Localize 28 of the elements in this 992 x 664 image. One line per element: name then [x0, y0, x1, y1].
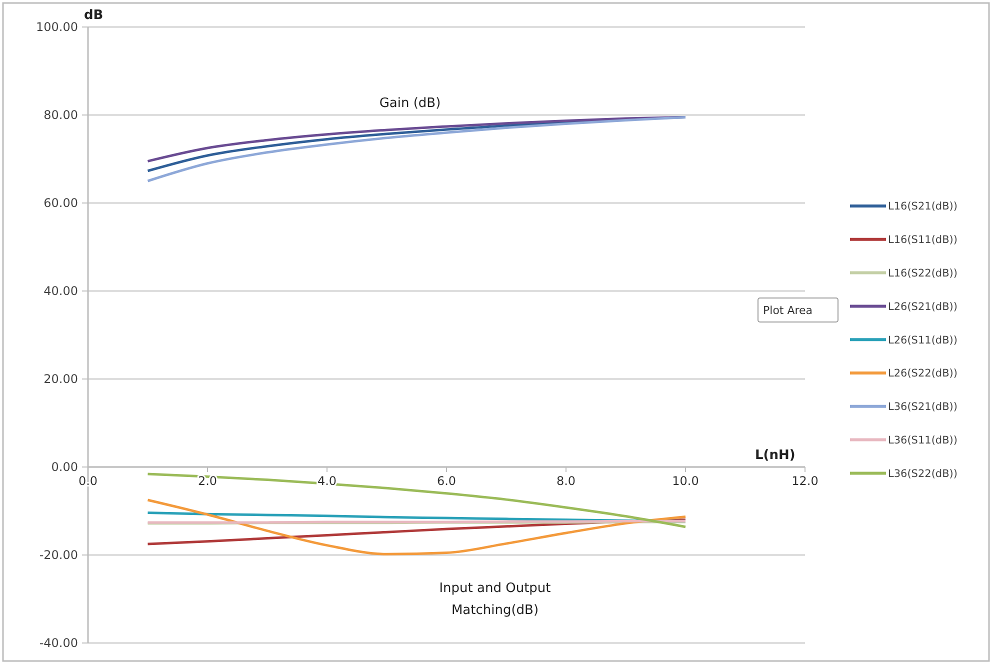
y-tick-label: 60.00 [44, 196, 78, 210]
legend-label: L26(S22(dB)) [888, 368, 958, 380]
y-tick-label: -40.00 [39, 636, 78, 650]
x-tick-label: 10.0 [672, 474, 699, 488]
y-axis-title: dB [84, 8, 104, 23]
y-tick-label: 80.00 [44, 108, 78, 122]
x-tick-label: 2.0 [198, 474, 218, 488]
legend-label: L26(S21(dB)) [888, 300, 958, 313]
legend-label: L26(S11(dB)) [888, 334, 958, 346]
legend-label: L36(S22(dB)) [888, 468, 958, 480]
annotation: Gain (dB) [379, 96, 441, 111]
y-tick-label: -20.00 [39, 548, 78, 562]
x-tick-label: 12.0 [792, 474, 818, 488]
legend-label: L36(S21(dB)) [888, 401, 958, 414]
x-tick-label: 0.0 [78, 474, 98, 488]
annotation: Input and Output Matching(dB) [439, 581, 551, 618]
legend-label: L16(S22(dB)) [888, 267, 958, 280]
y-tick-label: 40.00 [44, 284, 78, 298]
y-tick-label: 20.00 [44, 372, 78, 386]
x-tick-label: 8.0 [556, 474, 576, 488]
x-axis-title: L(nH) [755, 448, 796, 463]
y-tick-label: 100.00 [36, 20, 78, 34]
y-tick-label: 0.00 [51, 460, 78, 474]
legend-label: L16(S21(dB)) [888, 200, 958, 213]
x-tick-label: 6.0 [436, 474, 456, 488]
legend-label: L16(S11(dB)) [888, 234, 958, 246]
annotation: Plot Area [763, 304, 813, 317]
legend-label: L36(S11(dB)) [888, 434, 958, 446]
